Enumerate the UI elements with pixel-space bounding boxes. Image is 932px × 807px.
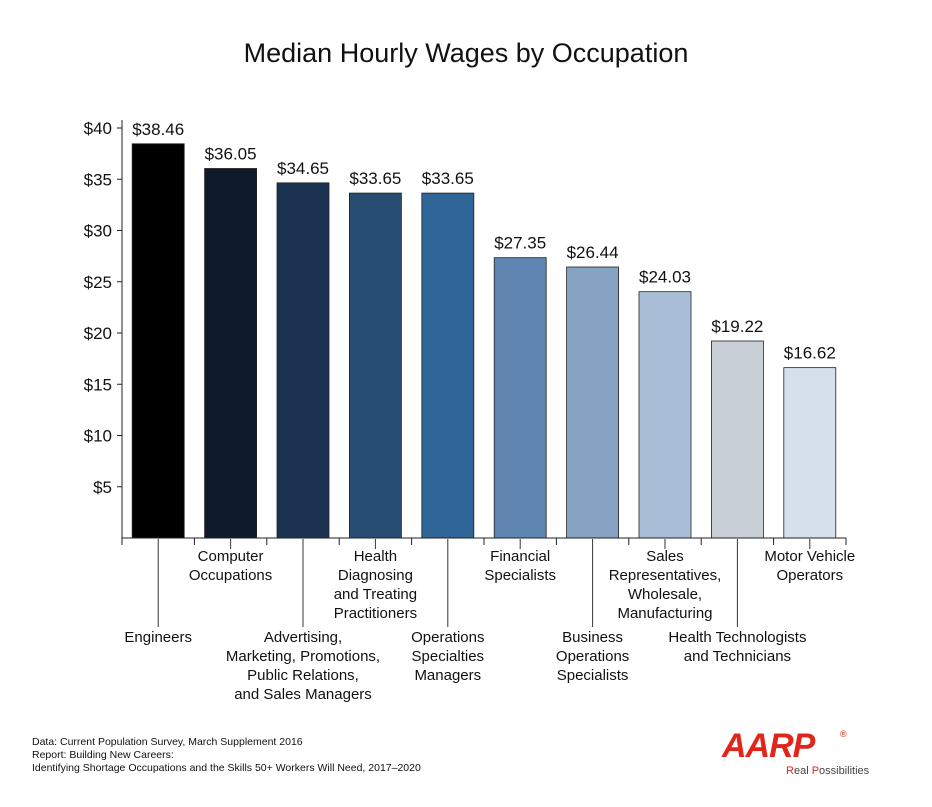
- value-label: $16.62: [784, 344, 836, 363]
- source-line-3: Identifying Shortage Occupations and the…: [32, 762, 421, 774]
- category-label-line: Wholesale,: [628, 586, 702, 603]
- category-label-line: Marketing, Promotions,: [226, 648, 380, 665]
- category-label: Engineers: [124, 629, 192, 646]
- value-label: $27.35: [494, 234, 546, 253]
- category-label-line: Specialists: [484, 567, 556, 584]
- source-line-2: Report: Building New Careers:: [32, 749, 174, 761]
- category-label-line: Computer: [198, 548, 264, 565]
- bar: [348, 192, 402, 539]
- category-label-line: and Sales Managers: [234, 686, 372, 703]
- bar: [566, 266, 619, 539]
- category-label-line: Manufacturing: [617, 605, 712, 622]
- bar: [638, 291, 692, 539]
- value-label: $34.65: [277, 159, 329, 178]
- y-tick-label: $20: [84, 324, 112, 343]
- category-label: Sales Representatives, Wholesale, Manufactu…: [609, 548, 722, 622]
- category-label-line: Financial: [490, 548, 550, 565]
- axes: [121, 120, 847, 545]
- y-tick-label: $35: [84, 170, 112, 189]
- category-label: Advertising, Marketing, Promotions, Public…: [226, 629, 380, 703]
- category-label-line: Specialties: [412, 648, 485, 665]
- category-label: Computer Occupations: [189, 548, 272, 584]
- value-labels: $38.46 $36.05 $34.65 $33.65 $33.65 $27.35 $26.…: [132, 120, 836, 363]
- value-label: $19.22: [711, 317, 763, 336]
- bar: [711, 340, 764, 539]
- value-label: $38.46: [132, 120, 184, 139]
- y-axis-ticks: $5 $10 $15 $20 $25 $30 $35 $40: [84, 119, 122, 497]
- category-label-line: Engineers: [124, 629, 192, 646]
- category-label-line: Motor Vehicle: [764, 548, 855, 565]
- category-label-line: Occupations: [189, 567, 272, 584]
- category-label: Financial Specialists: [484, 548, 556, 584]
- y-tick-label: $15: [84, 375, 112, 394]
- logo-tagline: Real Possibilities: [786, 765, 869, 777]
- source-line-1: Data: Current Population Survey, March S…: [32, 736, 303, 748]
- category-label-line: and Treating: [334, 586, 417, 603]
- category-label-line: Specialists: [557, 667, 629, 684]
- tagline-p: P: [811, 765, 820, 777]
- category-label-line: Operators: [776, 567, 843, 584]
- bar: [131, 143, 185, 539]
- category-label: Business Operations Specialists: [556, 629, 629, 684]
- registered-mark: ®: [840, 729, 847, 739]
- category-label-line: Operations: [411, 629, 484, 646]
- value-label: $26.44: [567, 243, 619, 262]
- value-label: $36.05: [205, 144, 257, 163]
- category-label: Motor Vehicle Operators: [764, 548, 855, 584]
- bar: [421, 192, 475, 539]
- y-tick-label: $25: [84, 273, 112, 292]
- category-label: Operations Specialties Managers: [411, 629, 484, 684]
- tagline-r: R: [786, 765, 794, 777]
- category-label-line: Representatives,: [609, 567, 722, 584]
- category-label: Health Diagnosing and Treating Practitioner…: [334, 548, 417, 622]
- tagline-part-2: ossibilities: [819, 765, 870, 777]
- value-label: $33.65: [349, 169, 401, 188]
- category-labels: Engineers Computer Occupations Advertising,…: [124, 539, 855, 703]
- bar: [783, 367, 837, 539]
- y-tick-label: $30: [84, 222, 112, 241]
- y-tick-label: $10: [84, 427, 112, 446]
- aarp-logo: AARP ® Real Possibilities: [722, 727, 882, 777]
- category-label-line: Practitioners: [334, 605, 417, 622]
- chart-title: Median Hourly Wages by Occupation: [244, 38, 689, 68]
- value-label: $24.03: [639, 268, 691, 287]
- y-tick-label: $40: [84, 119, 112, 138]
- category-label-line: and Technicians: [684, 648, 791, 665]
- bar: [493, 257, 547, 539]
- category-label: Health Technologists and Technicians: [668, 629, 806, 665]
- category-label-line: Public Relations,: [247, 667, 359, 684]
- tagline-part-1: eal: [793, 765, 812, 777]
- value-label: $33.65: [422, 169, 474, 188]
- category-label-line: Advertising,: [264, 629, 342, 646]
- category-label-line: Health: [354, 548, 397, 565]
- category-label-line: Diagnosing: [338, 567, 413, 584]
- category-label-line: Sales: [646, 548, 684, 565]
- category-label-line: Operations: [556, 648, 629, 665]
- aarp-wordmark: AARP: [722, 727, 815, 765]
- category-label-line: Health Technologists: [668, 629, 806, 646]
- bars: [131, 143, 837, 539]
- bar: [204, 168, 258, 539]
- category-label-line: Managers: [414, 667, 481, 684]
- y-tick-label: $5: [93, 478, 112, 497]
- source-note: Data: Current Population Survey, March S…: [32, 736, 421, 775]
- bar-chart: Median Hourly Wages by Occupation $5$10$…: [84, 38, 856, 703]
- bar: [276, 182, 330, 539]
- category-label-line: Business: [562, 629, 623, 646]
